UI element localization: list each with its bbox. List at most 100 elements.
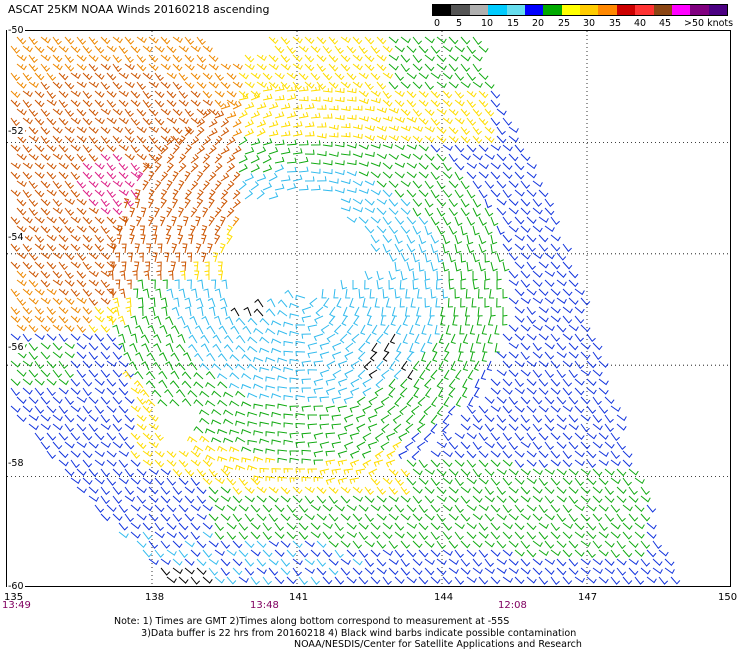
wind-barb — [220, 145, 230, 155]
wind-barb — [123, 198, 130, 209]
wind-barb — [159, 324, 168, 335]
wind-barb — [622, 459, 633, 468]
wind-barb — [466, 99, 476, 108]
wind-barb — [520, 225, 531, 233]
wind-barb — [22, 162, 33, 170]
wind-barb — [232, 189, 241, 200]
wind-barb — [88, 54, 99, 62]
wind-barb — [520, 351, 530, 361]
wind-barb — [190, 549, 201, 557]
wind-barb — [412, 63, 423, 72]
wind-barb — [370, 216, 381, 224]
wind-barb — [176, 389, 186, 398]
wind-barb — [220, 540, 231, 549]
wind-barb — [454, 243, 462, 254]
wind-barb — [388, 513, 399, 521]
wind-barb — [520, 414, 530, 424]
wind-barb — [46, 387, 56, 397]
wind-barb — [274, 576, 285, 585]
wind-barb — [160, 126, 171, 134]
wind-barb — [244, 486, 255, 494]
wind-barb — [520, 540, 531, 549]
wind-barb — [289, 377, 300, 383]
wind-barb — [16, 270, 27, 279]
wind-barb — [406, 72, 417, 80]
wind-barb — [82, 99, 93, 108]
wind-barb — [34, 405, 45, 414]
wind-barb — [142, 522, 153, 531]
wind-barb — [223, 362, 234, 371]
wind-barb — [262, 531, 272, 540]
wind-barb — [160, 495, 171, 504]
wind-barb — [94, 387, 105, 395]
wind-barb — [385, 297, 392, 308]
wind-barb — [496, 270, 502, 281]
wind-barb — [406, 504, 417, 513]
wind-barb — [640, 567, 651, 575]
wind-barb — [70, 405, 81, 413]
wind-barb — [538, 243, 549, 252]
wind-barb — [154, 45, 165, 53]
wind-barb — [319, 369, 330, 378]
wind-barb — [76, 108, 87, 117]
wind-barb — [550, 360, 561, 369]
wind-barb — [538, 261, 549, 269]
wind-barb — [598, 522, 608, 532]
wind-barb — [346, 143, 357, 149]
wind-barb — [226, 72, 237, 80]
wind-barb — [195, 216, 201, 227]
wind-barb — [76, 486, 87, 494]
wind-barb — [388, 540, 398, 550]
wind-barb — [574, 315, 585, 324]
wind-barb — [508, 441, 518, 450]
wind-barb — [466, 234, 474, 245]
wind-barb — [389, 360, 396, 371]
wind-barb — [229, 429, 240, 435]
wind-barb — [502, 531, 513, 540]
wind-barb — [423, 432, 432, 443]
wind-barb — [217, 456, 228, 462]
wind-barb — [526, 306, 536, 316]
wind-barb — [310, 531, 321, 539]
wind-barb — [364, 567, 375, 575]
wind-barb — [94, 360, 105, 369]
wind-barb — [544, 486, 555, 495]
wind-barb — [250, 576, 260, 586]
wind-barb — [64, 198, 75, 205]
wind-barb — [28, 126, 39, 135]
wind-map[interactable] — [6, 30, 731, 587]
wind-barb — [112, 369, 123, 378]
legend-labels: 0 5 10 15 20 25 30 35 40 45 >50 knots — [432, 16, 733, 30]
wind-barb — [268, 486, 279, 494]
wind-barb — [352, 180, 363, 187]
wind-barb — [400, 270, 408, 281]
wind-barb — [94, 288, 105, 296]
wind-barb — [412, 567, 423, 576]
wind-barb — [133, 288, 139, 299]
legend-swatch — [616, 5, 636, 15]
wind-barb — [22, 360, 33, 367]
wind-barb — [28, 180, 38, 190]
wind-barb — [418, 162, 429, 170]
wind-barb — [112, 486, 123, 495]
wind-barb — [455, 396, 462, 407]
wind-barb — [313, 360, 324, 367]
wind-barb — [382, 99, 393, 107]
legend-label: 15 — [507, 18, 520, 29]
wind-barb — [431, 396, 438, 407]
wind-barb — [82, 387, 92, 397]
wind-barb — [544, 567, 555, 575]
wind-barb — [52, 207, 63, 215]
wind-barb — [418, 117, 429, 125]
wind-barb — [550, 459, 561, 467]
wind-barb — [568, 513, 578, 523]
wind-barb — [196, 108, 207, 116]
wind-barb — [10, 90, 21, 99]
wind-barb — [256, 513, 267, 522]
lat-label: -50 — [7, 25, 25, 36]
wind-barb — [424, 135, 435, 143]
wind-barb — [358, 144, 369, 150]
wind-barb — [232, 101, 242, 110]
wind-barb — [334, 115, 345, 121]
wind-barb — [265, 327, 276, 335]
